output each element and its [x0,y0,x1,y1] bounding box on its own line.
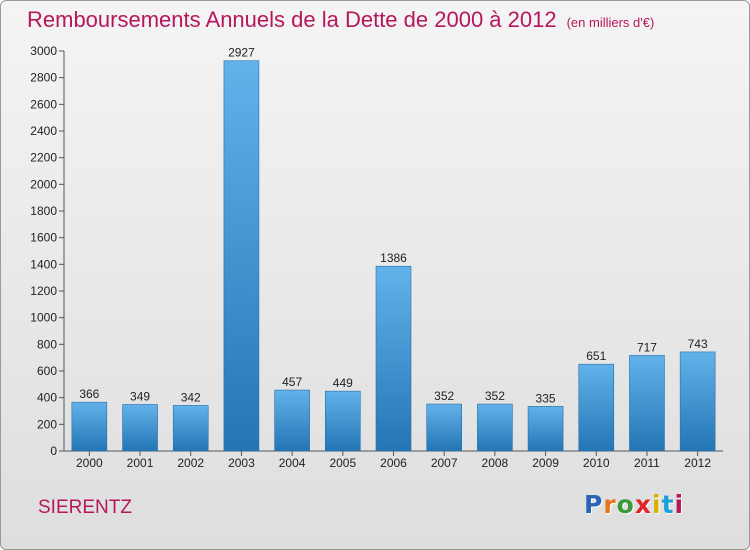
y-tick-label: 0 [50,444,57,458]
x-tick-label: 2007 [431,456,458,470]
value-label-2010: 651 [586,349,606,363]
y-tick-label: 1400 [30,257,57,271]
y-tick-label: 2800 [30,71,57,85]
y-tick-label: 2600 [30,97,57,111]
value-label-2006: 1386 [380,251,407,265]
title-text: Remboursements Annuels de la Dette de 20… [27,7,557,32]
x-tick-label: 2009 [532,456,559,470]
x-tick-label: 2005 [329,456,356,470]
x-tick-label: 2004 [279,456,306,470]
x-axis: 2000 2001 2002 2003 2004 2005 2006 2007 2008 2009… [64,450,723,470]
logo-letter: i [652,490,662,519]
bar-2008 [477,403,513,452]
value-label-2008: 352 [485,389,505,403]
y-tick-label: 3000 [30,44,57,58]
x-tick-label: 2006 [380,456,407,470]
logo-letter: P [584,490,604,519]
bar-2004 [274,389,310,452]
value-label-2004: 457 [282,375,302,389]
bar-2011 [629,355,665,452]
value-label-2009: 335 [536,391,556,405]
y-tick-label: 200 [37,417,57,431]
city-name: SIERENTZ [38,497,132,518]
y-tick-label: 2400 [30,124,57,138]
x-tick-label: 2010 [583,456,610,470]
bar-2005 [325,390,361,452]
bars [71,60,716,452]
y-tick-label: 600 [37,364,57,378]
bar-2000 [71,401,108,452]
bar-2010 [578,363,615,452]
y-tick-label: 1200 [30,284,57,298]
value-label-2012: 743 [688,337,708,351]
bar-2002 [172,405,209,452]
logo-letter: r [603,490,617,519]
unit-note: (en milliers d'€) [566,15,655,30]
logo-letter: i [674,490,685,519]
x-tick-label: 2003 [228,456,255,470]
y-tick-label: 1800 [30,204,57,218]
value-label-2002: 342 [181,390,201,404]
bar-2012 [679,351,716,452]
y-tick-label: 2000 [30,177,57,191]
bar-2003 [223,60,260,452]
y-tick-label: 1600 [30,231,57,245]
y-tick-label: 800 [37,337,57,351]
value-label-2007: 352 [434,389,454,403]
proxiti-logo: Proxiti [584,490,684,519]
y-tick-label: 2200 [30,151,57,165]
bar-2009 [527,406,564,452]
x-tick-label: 2008 [482,456,509,470]
bar-2006 [375,265,412,452]
logo-letter: t [661,490,675,519]
x-tick-label: 2012 [684,456,711,470]
bar-2001 [122,404,158,452]
x-tick-label: 2011 [634,456,660,470]
value-label-2005: 449 [333,376,353,390]
x-tick-label: 2001 [127,456,154,470]
y-axis: 0 200 400 600 800 1000 1200 1400 1600 1800 2000 220… [30,44,65,458]
value-label-2011: 717 [637,340,657,354]
value-labels: 366 349 342 2927 457 449 1386 352 352 335 651 717 74… [79,46,708,406]
chart-title: Remboursements Annuels de la Dette de 20… [27,7,654,33]
y-tick-label: 400 [37,391,57,405]
logo-letter: x [634,490,652,519]
y-tick-label: 1000 [30,311,57,325]
x-tick-label: 2000 [76,456,103,470]
bar-2007 [426,403,462,452]
value-label-2001: 349 [130,389,150,403]
logo-letter: o [616,490,635,519]
x-tick-label: 2002 [177,456,204,470]
value-label-2000: 366 [79,387,99,401]
value-label-2003: 2927 [228,46,255,60]
